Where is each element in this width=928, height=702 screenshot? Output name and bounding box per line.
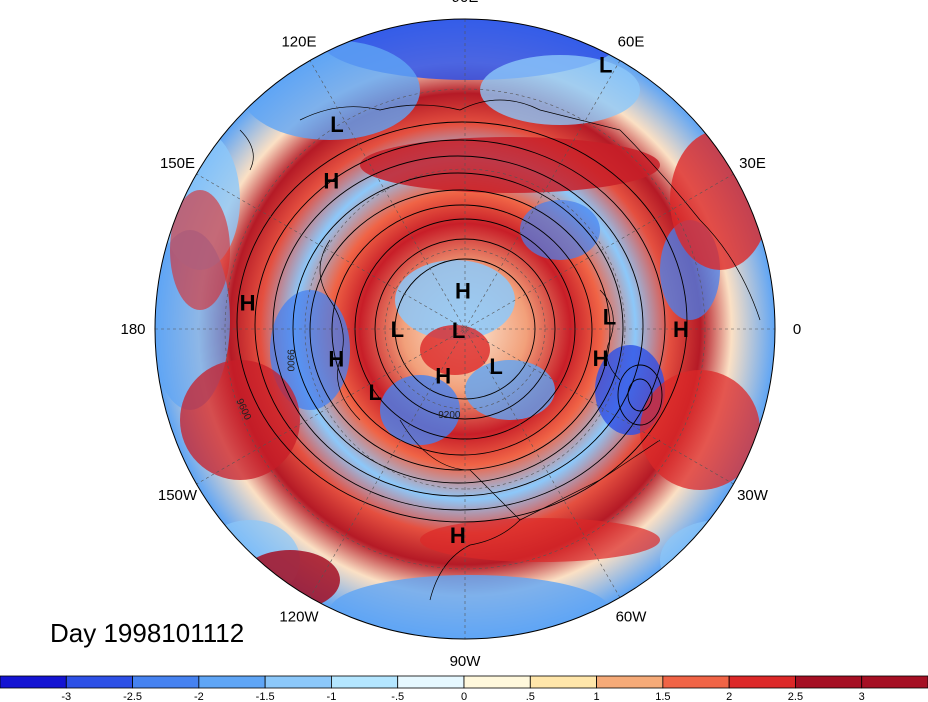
high-pressure-marker: H <box>593 346 609 371</box>
longitude-labels: 90E 60E 30E 0 30W 60W 90W 120W 150W 180 150E 120E <box>120 0 801 670</box>
longitude-label: 90W <box>450 653 482 670</box>
high-pressure-marker: H <box>328 347 344 372</box>
longitude-label: 150E <box>160 155 195 172</box>
colorbar-box <box>264 675 332 689</box>
low-pressure-marker: L <box>369 380 382 405</box>
colorbar-tick-label: -3 <box>61 691 71 702</box>
contour-label: 9200 <box>438 410 461 421</box>
colorbar-box <box>65 675 133 689</box>
low-pressure-marker: L <box>391 317 404 342</box>
colorbar-box <box>861 675 928 689</box>
colorbar-tick-label: 2 <box>726 691 732 702</box>
low-pressure-marker: L <box>599 52 612 77</box>
high-pressure-marker: H <box>323 169 339 194</box>
colorbar-tick-label: -1.5 <box>256 691 275 702</box>
longitude-label: 60E <box>618 33 645 50</box>
positive-anomaly-patches <box>170 130 770 610</box>
colorbar-boxes <box>0 675 928 689</box>
colorbar-tick-label: -1 <box>327 691 337 702</box>
colorbar-tick-label: -.5 <box>391 691 404 702</box>
colorbar-tick-label: 1.5 <box>655 691 670 702</box>
colorbar-tick-label: 0 <box>461 691 467 702</box>
low-pressure-marker: L <box>330 112 343 137</box>
longitude-label: 30E <box>739 155 766 172</box>
colorbar-box <box>331 675 399 689</box>
colorbar: -3 -2.5 -2 -1.5 -1 -.5 0 .5 1 1.5 2 2.5 3 <box>0 675 928 702</box>
colorbar-box <box>198 675 266 689</box>
graticule <box>155 19 775 639</box>
colorbar-tick-label: 1 <box>594 691 600 702</box>
low-pressure-marker: L <box>603 304 616 329</box>
longitude-label: 60W <box>616 609 648 626</box>
map-boundary <box>154 18 776 640</box>
high-pressure-marker: H <box>455 278 471 303</box>
colorbar-box <box>397 675 465 689</box>
longitude-label: 120W <box>279 609 319 626</box>
longitude-label: 150W <box>158 487 198 504</box>
colorbar-tick-label: 3 <box>859 691 865 702</box>
map-title: Day 1998101112 <box>50 618 245 648</box>
longitude-label: 90E <box>452 0 479 6</box>
contour-label: 9900 <box>284 349 295 372</box>
low-pressure-marker: L <box>452 318 465 343</box>
longitude-label: 30W <box>737 487 769 504</box>
colorbar-box <box>132 675 200 689</box>
high-pressure-marker: H <box>450 523 466 548</box>
low-pressure-marker: L <box>489 354 502 379</box>
colorbar-box <box>596 675 664 689</box>
colorbar-tick-label: -2.5 <box>123 691 142 702</box>
colorbar-box <box>728 675 796 689</box>
colorbar-box <box>529 675 597 689</box>
colorbar-tick-label: -2 <box>194 691 204 702</box>
high-pressure-marker: H <box>673 317 689 342</box>
longitude-label: 0 <box>793 321 801 338</box>
colorbar-box <box>795 675 863 689</box>
colorbar-tick-labels: -3 -2.5 -2 -1.5 -1 -.5 0 .5 1 1.5 2 2.5 3 <box>61 691 864 702</box>
longitude-label: 180 <box>120 321 145 338</box>
colorbar-box <box>463 675 531 689</box>
colorbar-box <box>662 675 730 689</box>
colorbar-box <box>0 675 67 689</box>
colorbar-tick-label: 2.5 <box>788 691 803 702</box>
coastlines <box>239 99 761 601</box>
colorbar-tick-label: .5 <box>526 691 535 702</box>
longitude-label: 120E <box>281 33 316 50</box>
high-pressure-marker: H <box>435 364 451 389</box>
high-pressure-marker: H <box>240 290 256 315</box>
